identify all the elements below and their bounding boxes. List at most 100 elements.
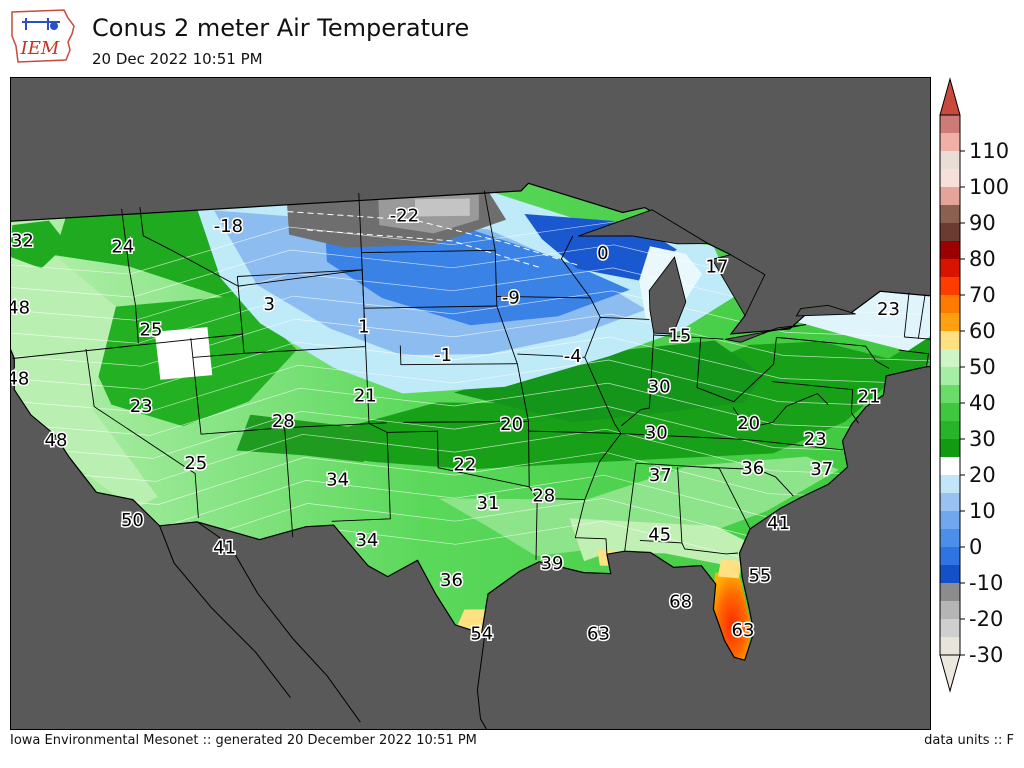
colorbar-swatch	[940, 151, 960, 169]
state-line	[653, 334, 724, 340]
colorbar-tick-label: 30	[969, 427, 996, 451]
state-line	[363, 305, 497, 309]
colorbar-swatch	[940, 637, 960, 655]
colorbar-swatch	[940, 529, 960, 547]
temperature-label: 32	[11, 230, 34, 251]
footer-units: data units :: F	[924, 733, 1014, 748]
state-line	[639, 539, 738, 555]
state-line	[139, 206, 363, 287]
temperature-label: 28	[532, 486, 555, 507]
state-line	[284, 427, 294, 538]
colorbar-swatch	[940, 385, 960, 403]
state-line	[12, 333, 244, 359]
state-line	[483, 190, 538, 560]
colorbar-tick-label: -20	[969, 607, 1003, 631]
state-line	[771, 381, 859, 424]
state-line	[677, 467, 683, 543]
state-line	[917, 294, 926, 339]
map-title: Conus 2 meter Air Temperature	[92, 14, 470, 42]
isotherm-line	[21, 451, 931, 505]
colorbar-swatch	[940, 115, 960, 133]
colorbar-swatch	[940, 457, 960, 475]
temperature-label: 28	[272, 411, 295, 432]
temperature-label: 48	[10, 298, 30, 319]
colorbar-swatch	[940, 439, 960, 457]
temperature-label: 41	[213, 537, 236, 558]
state-line	[190, 338, 387, 435]
temperature-label: 30	[648, 376, 671, 397]
colorbar-swatch	[940, 223, 960, 241]
temperature-label: 21	[354, 386, 377, 407]
temperature-label: -18	[214, 216, 243, 237]
temperature-label: 37	[810, 459, 833, 480]
colorbar-swatch	[940, 583, 960, 601]
colorbar-swatch	[940, 205, 960, 223]
colorbar-swatch	[940, 421, 960, 439]
temperature-label: 21	[858, 386, 881, 407]
temperature-label: 54	[470, 623, 493, 644]
colorbar-swatch	[940, 241, 960, 259]
state-line	[399, 345, 518, 366]
state-line	[600, 316, 650, 320]
temperature-label: -1	[434, 345, 452, 366]
colorbar-under-arrow	[939, 654, 961, 693]
map-timestamp: 20 Dec 2022 10:51 PM	[92, 50, 263, 68]
colorbar-swatch	[940, 403, 960, 421]
temperature-band	[236, 414, 379, 463]
isotherm-line	[13, 405, 931, 459]
isotherm-line	[10, 359, 931, 413]
state-line	[574, 357, 622, 555]
isotherm-line	[10, 382, 931, 436]
colorbar-tick-label: 0	[969, 535, 982, 559]
temperature-band	[10, 220, 68, 269]
state-line	[528, 430, 844, 451]
state-line	[904, 336, 931, 340]
temperature-label: 55	[748, 565, 771, 586]
temperature-label: 17	[706, 256, 729, 277]
state-line	[537, 497, 585, 501]
state-line	[898, 349, 930, 368]
isotherm-line	[10, 313, 931, 367]
temperature-band	[414, 198, 470, 217]
colorbar-over-arrow	[939, 77, 961, 116]
isotherm-line	[17, 428, 931, 482]
temperature-band	[10, 234, 158, 510]
temperature-label: -9	[502, 287, 520, 308]
isotherm-dashed-line	[287, 211, 578, 266]
temperature-label: -4	[564, 346, 582, 367]
temperature-label: 15	[668, 325, 691, 346]
temperature-label: 1	[358, 317, 369, 338]
temperature-label: 25	[184, 453, 207, 474]
temperature-label: 31	[477, 493, 500, 514]
temperature-label: 23	[130, 396, 153, 417]
temperature-label: 22	[453, 454, 476, 475]
temperature-label: 20	[737, 413, 760, 434]
neighboring-land	[159, 521, 488, 730]
temperature-band	[717, 559, 742, 579]
state-boundaries	[12, 190, 931, 560]
map-frame	[10, 77, 931, 730]
temperature-band	[456, 609, 488, 637]
colorbar-swatch	[940, 133, 960, 151]
colorbar-swatch	[940, 277, 960, 295]
state-line	[560, 235, 591, 299]
temperature-label: 24	[111, 237, 134, 258]
colorbar-tick-label: 10	[969, 499, 996, 523]
colorbar-swatch	[940, 619, 960, 637]
colorbar-swatch	[940, 547, 960, 565]
colorbar-tick-label: -30	[969, 643, 1003, 667]
colorbar-tick-label: -10	[969, 571, 1003, 595]
state-line	[624, 463, 637, 552]
isotherm-line	[10, 336, 931, 390]
temperature-label: 68	[669, 592, 692, 613]
state-line	[387, 430, 530, 488]
temperature-label: 50	[121, 510, 144, 531]
temperature-band	[270, 262, 931, 470]
isotherm-dashed-line	[306, 229, 542, 269]
temperature-label: 30	[645, 422, 668, 443]
state-line	[85, 348, 199, 518]
iem-logo: IEM	[11, 9, 75, 63]
colorbar-swatch	[940, 601, 960, 619]
great-lake	[711, 254, 766, 317]
temperature-label: 36	[741, 458, 764, 479]
